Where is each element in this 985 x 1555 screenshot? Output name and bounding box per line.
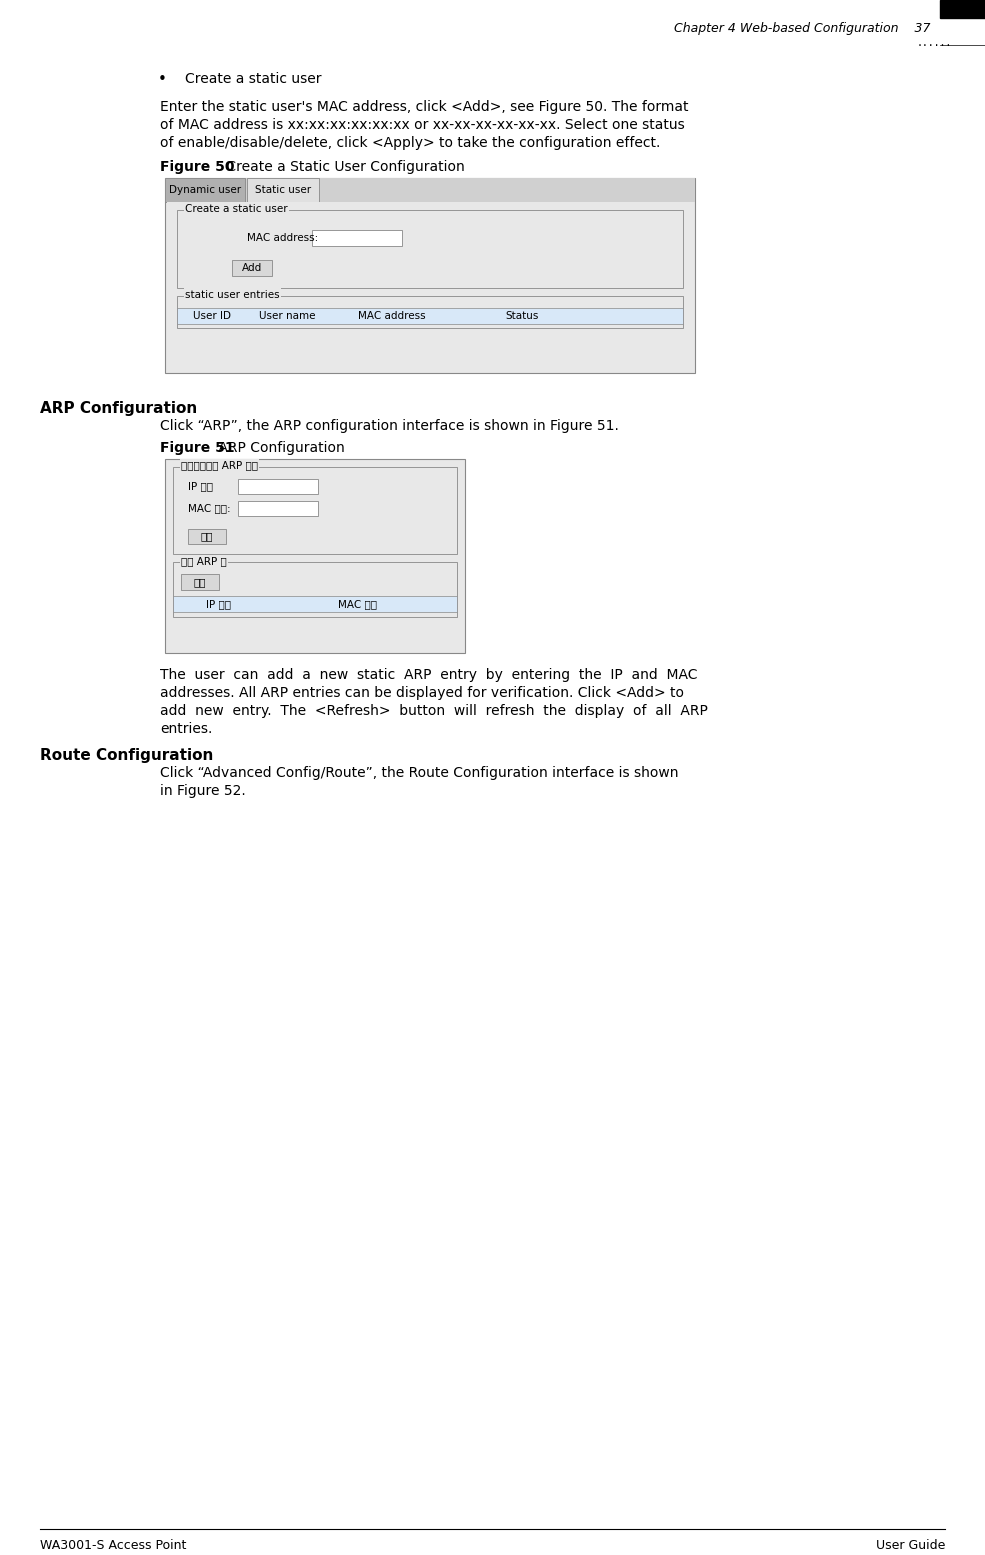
Text: ......: ...... (917, 37, 952, 48)
Bar (940, 0, 985, 19)
Bar (247, 177, 319, 202)
Text: Chapter 4 Web-based Configuration    37: Chapter 4 Web-based Configuration 37 (674, 22, 930, 34)
Text: •: • (158, 72, 166, 87)
Text: Dynamic user: Dynamic user (169, 185, 241, 194)
Text: WA3001-S Access Point: WA3001-S Access Point (40, 1538, 186, 1552)
Bar (165, 177, 695, 373)
Text: Status: Status (505, 311, 539, 320)
Bar (181, 574, 219, 591)
Text: Click “ARP”, the ARP configuration interface is shown in Figure 51.: Click “ARP”, the ARP configuration inter… (160, 418, 619, 432)
Bar (232, 260, 272, 275)
Text: MAC address:: MAC address: (247, 233, 318, 243)
Text: add  new  entry.  The  <Refresh>  button  will  refresh  the  display  of  all  : add new entry. The <Refresh> button will… (160, 704, 708, 718)
Text: 刷新: 刷新 (194, 577, 206, 588)
Text: MAC address: MAC address (359, 311, 426, 320)
Text: Click “Advanced Config/Route”, the Route Configuration interface is shown: Click “Advanced Config/Route”, the Route… (160, 767, 679, 781)
Text: Figure 51: Figure 51 (160, 440, 234, 454)
Text: of enable/disable/delete, click <Apply> to take the configuration effect.: of enable/disable/delete, click <Apply> … (160, 135, 660, 149)
Text: static user entries: static user entries (185, 289, 280, 300)
Bar (173, 563, 457, 617)
Bar (177, 295, 683, 328)
Bar (165, 177, 695, 202)
Text: 添加一个新的 ARP 条目: 添加一个新的 ARP 条目 (181, 460, 258, 471)
Text: 静态 ARP 表: 静态 ARP 表 (181, 557, 227, 566)
Bar (312, 230, 402, 246)
Text: User ID: User ID (193, 311, 231, 320)
Bar (177, 210, 683, 288)
Bar (238, 479, 318, 493)
Text: 添加: 添加 (201, 532, 213, 541)
Text: Static user: Static user (255, 185, 311, 194)
Text: MAC 地址:: MAC 地址: (188, 504, 230, 513)
Text: entries.: entries. (160, 723, 213, 737)
Text: ARP Configuration: ARP Configuration (214, 440, 345, 454)
Text: Add: Add (242, 263, 262, 272)
Bar (165, 177, 245, 202)
Text: in Figure 52.: in Figure 52. (160, 784, 245, 798)
Text: Route Configuration: Route Configuration (40, 748, 214, 764)
Text: Create a static user: Create a static user (185, 204, 288, 213)
Bar (173, 597, 457, 613)
Text: User Guide: User Guide (876, 1538, 945, 1552)
Text: Figure 50: Figure 50 (160, 160, 234, 174)
Text: IP 地址: IP 地址 (206, 599, 230, 610)
Bar (165, 459, 465, 653)
Bar (167, 202, 693, 370)
Text: Create a static user: Create a static user (185, 72, 321, 86)
Bar (188, 529, 226, 544)
Bar (173, 466, 457, 555)
Text: User name: User name (259, 311, 315, 320)
Text: ARP Configuration: ARP Configuration (40, 401, 197, 415)
Text: of MAC address is xx:xx:xx:xx:xx:xx or xx-xx-xx-xx-xx-xx. Select one status: of MAC address is xx:xx:xx:xx:xx:xx or x… (160, 118, 685, 132)
Bar (238, 501, 318, 516)
Text: Enter the static user's MAC address, click <Add>, see Figure 50. The format: Enter the static user's MAC address, cli… (160, 100, 689, 114)
Bar (177, 308, 683, 323)
Text: IP 地址: IP 地址 (188, 482, 213, 491)
Text: MAC 地址: MAC 地址 (339, 599, 377, 610)
Text: addresses. All ARP entries can be displayed for verification. Click <Add> to: addresses. All ARP entries can be displa… (160, 686, 684, 700)
Text: Create a Static User Configuration: Create a Static User Configuration (222, 160, 465, 174)
Text: The  user  can  add  a  new  static  ARP  entry  by  entering  the  IP  and  MAC: The user can add a new static ARP entry … (160, 669, 697, 683)
